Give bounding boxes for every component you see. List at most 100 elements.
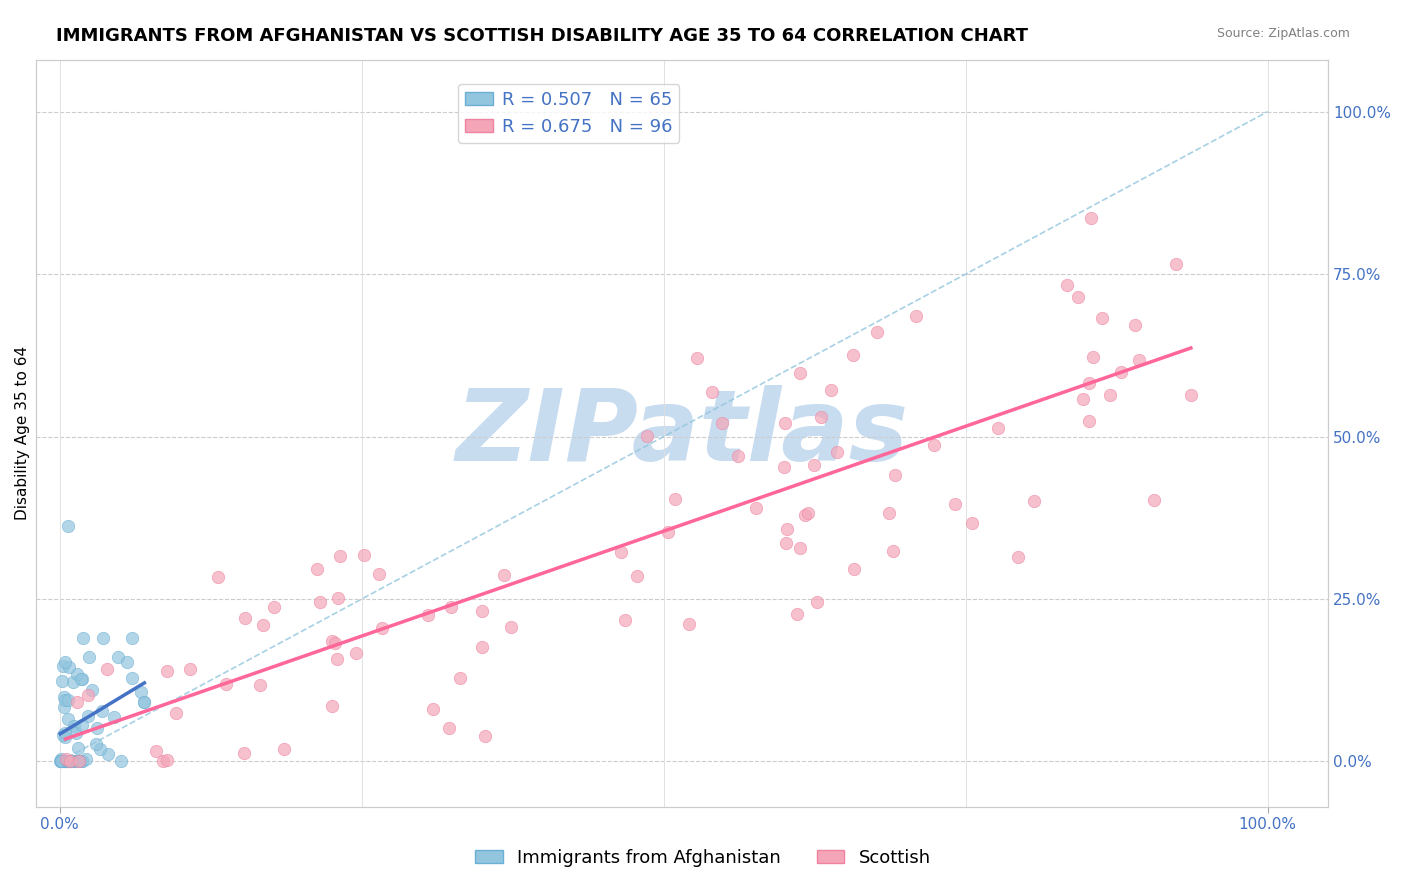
Point <box>117 655 139 669</box>
Point <box>1078 376 1101 391</box>
Point <box>63 755 86 769</box>
Point <box>91 631 114 645</box>
Point <box>422 702 444 716</box>
Point <box>60 755 83 769</box>
Point <box>775 416 797 430</box>
Point <box>84 737 107 751</box>
Point <box>786 607 808 621</box>
Point <box>56 755 79 769</box>
Point <box>62 675 84 690</box>
Point <box>1128 353 1150 368</box>
Point <box>249 678 271 692</box>
Point <box>474 729 496 743</box>
Point <box>56 692 79 706</box>
Point <box>58 755 80 769</box>
Point <box>132 695 155 709</box>
Text: ZIPatlas: ZIPatlas <box>456 384 908 482</box>
Point <box>62 719 84 733</box>
Point <box>700 385 723 400</box>
Point <box>233 746 256 760</box>
Point <box>79 650 101 665</box>
Point <box>471 640 494 654</box>
Point <box>810 409 832 424</box>
Point <box>76 708 98 723</box>
Point <box>1109 365 1132 379</box>
Point <box>76 689 98 703</box>
Point <box>67 755 90 769</box>
Point <box>371 621 394 635</box>
Point <box>53 726 76 740</box>
Point <box>70 672 93 686</box>
Point <box>49 755 72 769</box>
Point <box>58 755 80 769</box>
Point <box>75 752 97 766</box>
Point <box>789 366 811 380</box>
Point <box>773 459 796 474</box>
Point <box>471 604 494 618</box>
Point <box>66 741 89 756</box>
Point <box>121 631 143 645</box>
Point <box>60 755 83 769</box>
Point <box>56 755 79 769</box>
Point <box>416 608 439 623</box>
Point <box>884 468 907 483</box>
Point <box>215 677 238 691</box>
Point <box>1056 277 1078 292</box>
Point <box>797 506 820 520</box>
Point <box>686 351 709 366</box>
Point <box>129 685 152 699</box>
Point <box>53 755 76 769</box>
Point <box>987 421 1010 435</box>
Point <box>80 682 103 697</box>
Point <box>156 665 179 679</box>
Text: IMMIGRANTS FROM AFGHANISTAN VS SCOTTISH DISABILITY AGE 35 TO 64 CORRELATION CHAR: IMMIGRANTS FROM AFGHANISTAN VS SCOTTISH … <box>56 27 1028 45</box>
Point <box>803 458 825 472</box>
Point <box>51 674 73 689</box>
Point <box>775 536 797 550</box>
Point <box>1067 290 1090 304</box>
Point <box>636 429 658 443</box>
Point <box>96 662 118 676</box>
Point <box>72 631 94 645</box>
Point <box>252 618 274 632</box>
Point <box>1081 350 1104 364</box>
Point <box>89 742 111 756</box>
Point <box>626 569 648 583</box>
Point <box>450 671 472 685</box>
Point <box>59 755 82 769</box>
Point <box>134 696 156 710</box>
Point <box>72 755 94 769</box>
Point <box>789 541 811 555</box>
Point <box>326 591 349 605</box>
Point <box>1078 414 1101 428</box>
Point <box>65 726 87 740</box>
Legend: Immigrants from Afghanistan, Scottish: Immigrants from Afghanistan, Scottish <box>468 842 938 874</box>
Point <box>610 545 633 559</box>
Point <box>58 712 80 726</box>
Point <box>121 671 143 685</box>
Point <box>55 752 77 766</box>
Point <box>657 524 679 539</box>
Point <box>326 652 349 666</box>
Point <box>841 348 863 362</box>
Point <box>52 659 75 673</box>
Text: Source: ZipAtlas.com: Source: ZipAtlas.com <box>1216 27 1350 40</box>
Point <box>905 309 928 323</box>
Point <box>827 445 849 459</box>
Point <box>233 611 256 625</box>
Point <box>308 595 330 609</box>
Point <box>70 717 93 731</box>
Point <box>1143 493 1166 508</box>
Point <box>52 728 75 742</box>
Point <box>51 755 73 769</box>
Point <box>613 614 636 628</box>
Point <box>107 649 129 664</box>
Point <box>866 325 889 339</box>
Point <box>877 506 900 520</box>
Point <box>820 384 842 398</box>
Point <box>943 497 966 511</box>
Point <box>437 721 460 735</box>
Point <box>59 755 82 769</box>
Point <box>273 742 295 756</box>
Point <box>1080 211 1102 226</box>
